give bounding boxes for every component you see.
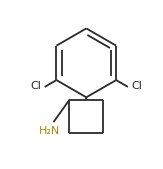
Text: H₂N: H₂N — [39, 126, 60, 136]
Text: Cl: Cl — [31, 81, 41, 91]
Text: Cl: Cl — [131, 81, 142, 91]
